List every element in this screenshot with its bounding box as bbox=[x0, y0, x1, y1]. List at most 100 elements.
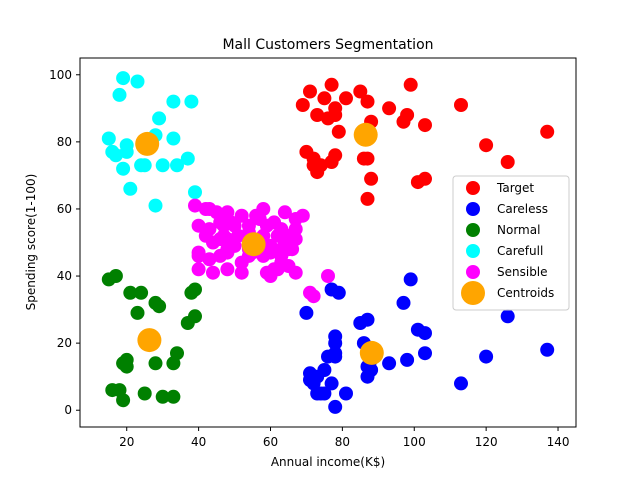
x-axis-label: Annual income(K$) bbox=[271, 455, 385, 469]
data-point-target bbox=[306, 158, 321, 173]
data-point-target bbox=[418, 118, 432, 133]
data-point-careless bbox=[328, 399, 343, 414]
centroid-point bbox=[359, 340, 384, 365]
ticks-layer: 20 40 60 80 100 120 140 0 20 40 60 80 100 bbox=[49, 68, 569, 449]
y-tick-label: 40 bbox=[57, 269, 72, 283]
data-point-target bbox=[418, 171, 432, 186]
data-point-target bbox=[360, 94, 375, 109]
y-tick-label: 100 bbox=[49, 68, 72, 82]
data-point-careless bbox=[324, 376, 339, 391]
data-point-carefull bbox=[152, 111, 167, 126]
data-point-normal bbox=[188, 309, 202, 324]
legend-marker-careless bbox=[466, 202, 480, 216]
data-point-careless bbox=[418, 326, 432, 341]
data-point-careless bbox=[418, 346, 432, 361]
data-point-target bbox=[317, 91, 332, 106]
centroid-point bbox=[353, 122, 378, 147]
data-point-normal bbox=[166, 389, 181, 404]
data-point-carefull bbox=[119, 138, 134, 153]
data-point-normal bbox=[116, 393, 131, 408]
legend-marker-carefull bbox=[466, 244, 480, 258]
data-point-sensible bbox=[277, 205, 292, 220]
data-point-careless bbox=[400, 352, 415, 367]
x-tick-label: 20 bbox=[119, 435, 134, 449]
data-point-careless bbox=[360, 312, 375, 327]
data-point-target bbox=[339, 91, 353, 106]
data-point-carefull bbox=[123, 181, 138, 196]
legend-marker-target bbox=[466, 181, 480, 195]
data-point-careless bbox=[317, 386, 332, 401]
y-tick-label: 0 bbox=[64, 403, 72, 417]
legend-marker-sensible bbox=[466, 265, 480, 279]
data-point-sensible bbox=[191, 218, 206, 233]
data-point-carefull bbox=[188, 185, 202, 200]
data-point-normal bbox=[130, 305, 145, 320]
data-point-sensible bbox=[288, 265, 303, 280]
data-point-careless bbox=[382, 356, 397, 371]
data-point-careless bbox=[299, 305, 314, 320]
data-point-careless bbox=[331, 285, 346, 300]
legend-label-centroids: Centroids bbox=[497, 286, 554, 300]
data-point-carefull bbox=[166, 131, 181, 146]
data-point-careless bbox=[500, 309, 515, 324]
data-point-carefull bbox=[170, 158, 184, 173]
data-point-target bbox=[299, 144, 314, 159]
data-point-normal bbox=[119, 359, 134, 374]
data-point-sensible bbox=[209, 205, 224, 220]
data-point-sensible bbox=[191, 262, 206, 277]
data-point-sensible bbox=[202, 222, 217, 237]
data-point-careless bbox=[479, 349, 494, 364]
data-point-carefull bbox=[184, 94, 199, 109]
legend-label-carefull: Carefull bbox=[497, 244, 543, 258]
y-tick-label: 80 bbox=[57, 135, 72, 149]
data-point-target bbox=[353, 84, 368, 99]
data-point-normal bbox=[170, 346, 184, 361]
data-point-sensible bbox=[188, 198, 202, 213]
x-tick-label: 80 bbox=[335, 435, 350, 449]
data-point-sensible bbox=[231, 228, 246, 243]
data-point-carefull bbox=[166, 94, 181, 109]
plot-frame bbox=[79, 57, 577, 428]
data-point-sensible bbox=[267, 215, 282, 230]
data-point-careless bbox=[339, 386, 353, 401]
data-point-sensible bbox=[234, 255, 249, 270]
data-point-normal bbox=[108, 269, 123, 283]
data-point-normal bbox=[137, 386, 152, 401]
data-point-target bbox=[328, 148, 343, 163]
legend-label-sensible: Sensible bbox=[497, 265, 548, 279]
data-point-careless bbox=[328, 336, 343, 351]
data-point-carefull bbox=[137, 158, 152, 173]
data-point-sensible bbox=[285, 242, 300, 257]
data-point-target bbox=[295, 98, 310, 112]
data-point-target bbox=[479, 138, 494, 153]
legend-label-target: Target bbox=[496, 181, 534, 195]
data-point-sensible bbox=[220, 242, 235, 257]
data-point-sensible bbox=[202, 252, 217, 267]
legend-marker-centroids bbox=[461, 281, 485, 305]
data-point-careless bbox=[317, 363, 332, 377]
data-point-sensible bbox=[274, 255, 289, 270]
x-tick-label: 140 bbox=[547, 435, 570, 449]
legend: Target Careless Normal Carefull Sensible Cent… bbox=[452, 175, 570, 311]
y-axis-label: Spending score(1-100) bbox=[24, 174, 38, 311]
data-point-target bbox=[303, 84, 317, 99]
x-tick-label: 60 bbox=[263, 435, 278, 449]
data-point-sensible bbox=[295, 208, 310, 223]
legend-marker-normal bbox=[466, 223, 480, 237]
data-point-normal bbox=[148, 356, 163, 371]
y-tick-label: 20 bbox=[57, 336, 72, 350]
x-tick-label: 100 bbox=[403, 435, 426, 449]
data-point-carefull bbox=[180, 151, 195, 166]
data-point-sensible bbox=[191, 248, 206, 263]
data-point-target bbox=[324, 77, 339, 92]
legend-frame bbox=[452, 175, 570, 311]
data-point-carefull bbox=[116, 161, 131, 176]
x-tick-label: 40 bbox=[191, 435, 206, 449]
data-point-target bbox=[360, 151, 375, 166]
x-tick-label: 120 bbox=[475, 435, 498, 449]
data-point-target bbox=[382, 101, 397, 116]
data-point-normal bbox=[188, 282, 202, 297]
data-point-sensible bbox=[263, 245, 278, 260]
data-point-sensible bbox=[281, 228, 296, 243]
data-point-careless bbox=[364, 363, 379, 377]
